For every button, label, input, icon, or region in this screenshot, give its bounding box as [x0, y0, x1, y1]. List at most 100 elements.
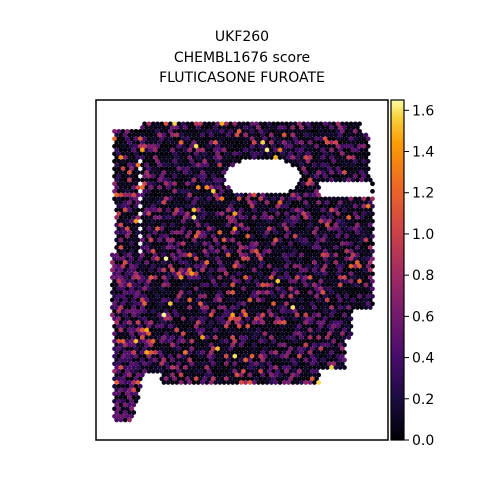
spot-point — [165, 357, 171, 363]
spot-point — [223, 278, 229, 284]
spot-point — [247, 132, 253, 138]
spot-point — [333, 335, 339, 340]
spot-point — [193, 331, 199, 337]
spot-point — [189, 301, 195, 307]
spot-point — [168, 293, 173, 299]
spot-point — [318, 218, 324, 224]
spot-point — [176, 181, 182, 187]
spot-point — [243, 192, 248, 198]
spot-point — [213, 170, 218, 175]
spot-point — [118, 410, 124, 415]
spot-point — [217, 147, 223, 153]
spot-point — [168, 256, 173, 262]
spot-point — [327, 346, 332, 352]
spot-point — [346, 125, 352, 130]
spot-point — [269, 230, 274, 235]
spot-point — [204, 140, 210, 145]
spot-point — [170, 215, 175, 220]
spot-point — [292, 151, 298, 157]
spot-point — [303, 350, 309, 355]
spot-point — [294, 350, 300, 355]
spot-point — [322, 226, 328, 232]
spot-point — [129, 353, 135, 359]
spot-point — [172, 331, 178, 337]
spot-point — [290, 207, 296, 213]
spot-point — [335, 226, 341, 232]
spot-point — [333, 312, 339, 318]
spot-point — [129, 256, 135, 262]
spot-point — [114, 342, 119, 348]
spot-point — [129, 248, 135, 254]
spot-point — [206, 331, 212, 337]
spot-point — [112, 346, 117, 352]
spot-point — [352, 293, 358, 299]
spot-point — [290, 125, 296, 130]
spot-point — [247, 237, 253, 243]
spot-point — [172, 241, 178, 247]
spot-point — [211, 316, 216, 322]
spot-point — [329, 170, 334, 175]
spot-point — [249, 368, 255, 374]
spot-point — [294, 305, 300, 310]
spot-point — [195, 140, 201, 145]
spot-point — [174, 222, 180, 228]
spot-point — [127, 372, 132, 378]
spot-point — [223, 151, 229, 157]
spot-point — [120, 218, 126, 224]
spot-point — [211, 211, 216, 217]
spot-point — [152, 342, 158, 348]
spot-point — [228, 308, 233, 314]
spot-point — [226, 125, 231, 130]
spot-point — [273, 372, 279, 378]
spot-point — [320, 312, 326, 318]
spot-point — [120, 338, 126, 344]
spot-point — [352, 166, 358, 172]
spot-point — [189, 218, 195, 224]
spot-point — [172, 308, 178, 314]
spot-point — [215, 323, 221, 329]
spot-point — [335, 361, 341, 367]
spot-point — [340, 226, 345, 232]
spot-point — [178, 230, 184, 235]
spot-point — [150, 248, 156, 254]
spot-point — [185, 166, 190, 172]
spot-point — [258, 301, 264, 307]
spot-point — [112, 368, 117, 374]
spot-point — [133, 203, 139, 209]
spot-point — [279, 196, 285, 202]
spot-point — [337, 297, 343, 303]
spot-point — [271, 241, 276, 247]
spot-point — [140, 140, 145, 145]
spot-point — [335, 196, 341, 202]
spot-point — [324, 282, 330, 288]
spot-point — [294, 327, 300, 333]
spot-point — [200, 365, 205, 370]
spot-point — [277, 132, 283, 138]
spot-point — [144, 200, 150, 205]
spot-point — [195, 132, 201, 138]
spot-point — [279, 271, 285, 277]
spot-point — [178, 372, 184, 378]
spot-point — [236, 293, 242, 299]
spot-point — [189, 136, 195, 142]
spot-point — [152, 170, 158, 175]
spot-point — [226, 380, 231, 385]
spot-point — [168, 121, 173, 127]
spot-point — [219, 286, 225, 292]
spot-point — [312, 155, 317, 160]
spot-point — [243, 297, 248, 303]
spot-point — [236, 286, 242, 292]
spot-point — [286, 380, 291, 385]
spot-point — [208, 237, 214, 243]
spot-point — [273, 267, 279, 273]
spot-point — [122, 342, 128, 348]
spot-point — [232, 121, 238, 127]
spot-point — [223, 376, 229, 382]
spot-point — [340, 316, 345, 322]
spot-point — [193, 271, 199, 277]
spot-point — [350, 282, 356, 288]
spot-point — [281, 312, 287, 318]
spot-point — [133, 196, 139, 202]
spot-point — [189, 233, 195, 239]
spot-point — [124, 308, 130, 314]
